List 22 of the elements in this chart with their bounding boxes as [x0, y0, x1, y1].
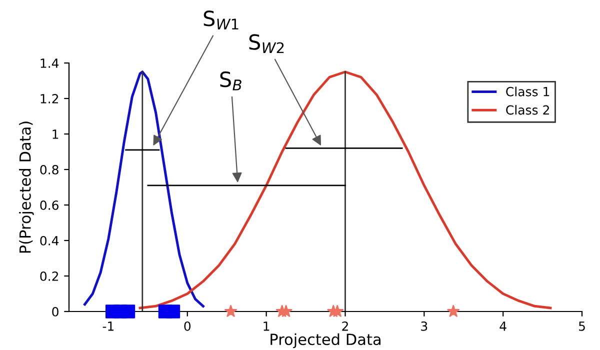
x-axis-title: Projected Data [270, 333, 380, 348]
annotation: S$_{W2}$ [249, 34, 284, 54]
x-tick-label: 5 [578, 322, 585, 331]
y-tick-label: 0 [52, 306, 58, 316]
x-tick-label: 2 [342, 321, 348, 331]
x-tick-label: 4 [500, 322, 506, 331]
y-axis-title: P(Projected Data) [19, 122, 34, 253]
x-tick-label: 1 [264, 322, 270, 331]
legend-label: Class 1 [506, 86, 550, 96]
y-tick-label: 1.4 [40, 58, 59, 68]
y-tick-label: 0.6 [40, 200, 58, 210]
annotation: S$_{B}$ [220, 71, 242, 90]
legend-label: Class 2 [506, 105, 549, 115]
y-tick-label: 0.8 [40, 164, 58, 174]
x-tick-label: -1 [102, 322, 114, 331]
x-tick-label: 0 [184, 321, 191, 331]
y-tick-label: 1.2 [40, 94, 58, 104]
y-tick-label: 0.2 [40, 271, 58, 281]
x-tick-label: 3 [421, 321, 428, 331]
y-tick-label: 1 [52, 130, 58, 139]
annotation: S$_{W1}$ [204, 10, 238, 30]
y-tick-label: 0.4 [40, 236, 59, 246]
